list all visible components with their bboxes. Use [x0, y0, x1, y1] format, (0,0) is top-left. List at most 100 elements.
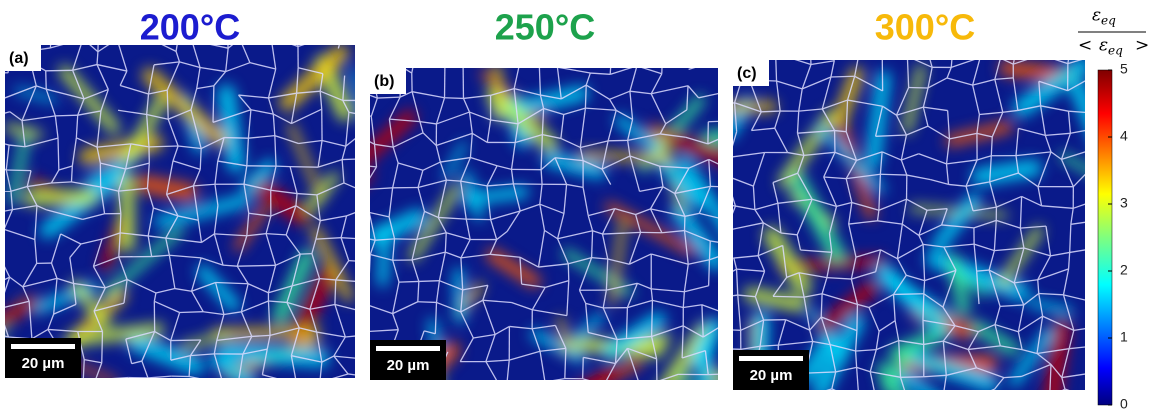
grain-boundary	[974, 389, 995, 398]
grain-boundary	[539, 46, 540, 61]
grain-boundary	[711, 30, 726, 37]
colorbar-label: ε eq < ε eq >	[1078, 6, 1149, 58]
grain-boundary	[1088, 373, 1093, 398]
grain-boundary	[730, 389, 758, 402]
grain-boundary	[97, 52, 98, 65]
grain-boundary	[1090, 57, 1091, 78]
grain-boundary	[626, 308, 627, 339]
grain-boundary	[1038, 38, 1041, 54]
grain-boundary	[447, 39, 463, 44]
numerator-subscript: eq	[1101, 14, 1116, 28]
strain-map	[0, 14, 372, 391]
panel-title: 250°C	[495, 7, 595, 48]
grain-boundary	[237, 265, 275, 266]
grain-boundary	[58, 138, 59, 170]
grain-boundary	[120, 214, 121, 233]
grain-boundary	[294, 20, 298, 46]
grain-boundary	[703, 39, 736, 48]
grain-boundary	[652, 300, 653, 336]
grain-boundary	[224, 138, 248, 139]
grain-boundary	[364, 332, 369, 350]
grain-boundary	[445, 98, 464, 99]
grain-boundary	[52, 21, 84, 29]
grain-boundary	[980, 58, 1000, 59]
grain-boundary	[0, 23, 9, 27]
scale-bar-label: 20 µm	[750, 367, 793, 384]
grain-boundary	[48, 382, 83, 389]
grain-boundary	[364, 208, 366, 238]
grain-boundary	[363, 190, 370, 213]
grain-boundary	[349, 261, 362, 262]
grain-boundary	[637, 46, 638, 66]
denominator-symbol: ε	[1099, 36, 1108, 56]
grain-boundary	[585, 85, 586, 108]
grain-boundary	[640, 382, 656, 387]
grain-boundary	[923, 294, 924, 321]
grain-boundary	[1088, 328, 1089, 347]
grain-boundary	[252, 24, 272, 25]
denominator-suffix: >	[1135, 36, 1149, 56]
grain-boundary	[784, 397, 804, 403]
grain-boundary	[861, 41, 876, 44]
grain-boundary	[371, 46, 373, 64]
grain-boundary	[0, 73, 8, 74]
grain-boundary	[180, 312, 204, 313]
grain-boundary	[240, 26, 252, 39]
grain-boundary	[723, 255, 734, 289]
grain-boundary	[1050, 389, 1065, 399]
grain-boundary	[0, 40, 6, 41]
grain-boundary	[399, 281, 419, 282]
scale-bar	[11, 344, 75, 349]
panel-label: (a)	[9, 50, 29, 67]
grain-boundary	[83, 29, 84, 39]
scale-bar-label: 20 µm	[22, 355, 65, 372]
grain-boundary	[445, 233, 446, 252]
grain-boundary	[810, 38, 831, 40]
grain-boundary	[365, 42, 401, 47]
scale-bar	[739, 356, 803, 361]
grain-boundary	[6, 170, 31, 171]
grain-boundary	[875, 394, 907, 398]
grain-boundary	[1087, 150, 1093, 173]
grain-boundary	[539, 61, 557, 67]
grain-boundary	[338, 17, 347, 48]
grain-boundary	[726, 187, 728, 220]
grain-boundary	[366, 335, 368, 359]
grain-boundary	[1086, 113, 1099, 130]
grain-boundary	[709, 260, 710, 286]
grain-boundary	[342, 159, 360, 160]
grain-boundary	[821, 294, 822, 317]
grain-boundary	[993, 28, 1021, 36]
grain-boundary	[901, 377, 924, 378]
grain-boundary	[321, 22, 323, 39]
grain-boundary	[223, 383, 238, 388]
grain-boundary	[708, 388, 731, 389]
grain-boundary	[366, 193, 367, 209]
grain-boundary	[726, 30, 750, 34]
grain-boundary	[71, 166, 72, 182]
grain-boundary	[200, 149, 201, 170]
grain-boundary	[290, 167, 318, 168]
panel-label: (b)	[374, 73, 394, 90]
grain-boundary	[271, 20, 293, 24]
grain-boundary	[880, 174, 906, 175]
grain-boundary	[364, 305, 366, 332]
grain-boundary	[924, 281, 925, 294]
panel-label: (c)	[737, 65, 757, 82]
grain-boundary	[360, 159, 367, 193]
grain-boundary	[1021, 28, 1038, 38]
grain-boundary	[761, 111, 780, 112]
grain-boundary	[419, 281, 440, 282]
grain-boundary	[993, 36, 1001, 58]
grain-boundary	[1065, 389, 1088, 397]
strain-band	[383, 231, 386, 281]
grain-boundary	[711, 55, 731, 57]
grain-boundary	[418, 302, 437, 303]
grain-boundary	[750, 34, 787, 35]
grain-boundary	[613, 38, 638, 46]
grain-boundary	[361, 239, 363, 261]
grain-boundary	[857, 304, 858, 330]
grain-boundary	[9, 27, 35, 29]
